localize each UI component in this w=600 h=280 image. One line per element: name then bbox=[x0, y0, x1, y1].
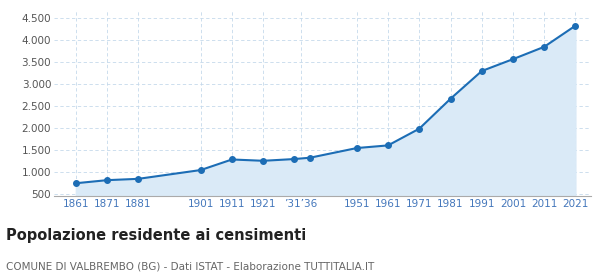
Text: COMUNE DI VALBREMBO (BG) - Dati ISTAT - Elaborazione TUTTITALIA.IT: COMUNE DI VALBREMBO (BG) - Dati ISTAT - … bbox=[6, 262, 374, 272]
Point bbox=[71, 181, 80, 185]
Point bbox=[259, 158, 268, 163]
Point bbox=[477, 69, 487, 73]
Point bbox=[415, 127, 424, 131]
Point bbox=[352, 146, 362, 150]
Point bbox=[305, 155, 315, 160]
Point bbox=[539, 45, 549, 49]
Point bbox=[102, 178, 112, 182]
Point bbox=[133, 177, 143, 181]
Point bbox=[290, 157, 299, 161]
Point bbox=[196, 168, 206, 172]
Point bbox=[571, 24, 580, 28]
Point bbox=[227, 157, 237, 162]
Point bbox=[508, 57, 518, 61]
Point bbox=[446, 97, 455, 101]
Text: Popolazione residente ai censimenti: Popolazione residente ai censimenti bbox=[6, 228, 306, 243]
Point bbox=[383, 143, 393, 148]
